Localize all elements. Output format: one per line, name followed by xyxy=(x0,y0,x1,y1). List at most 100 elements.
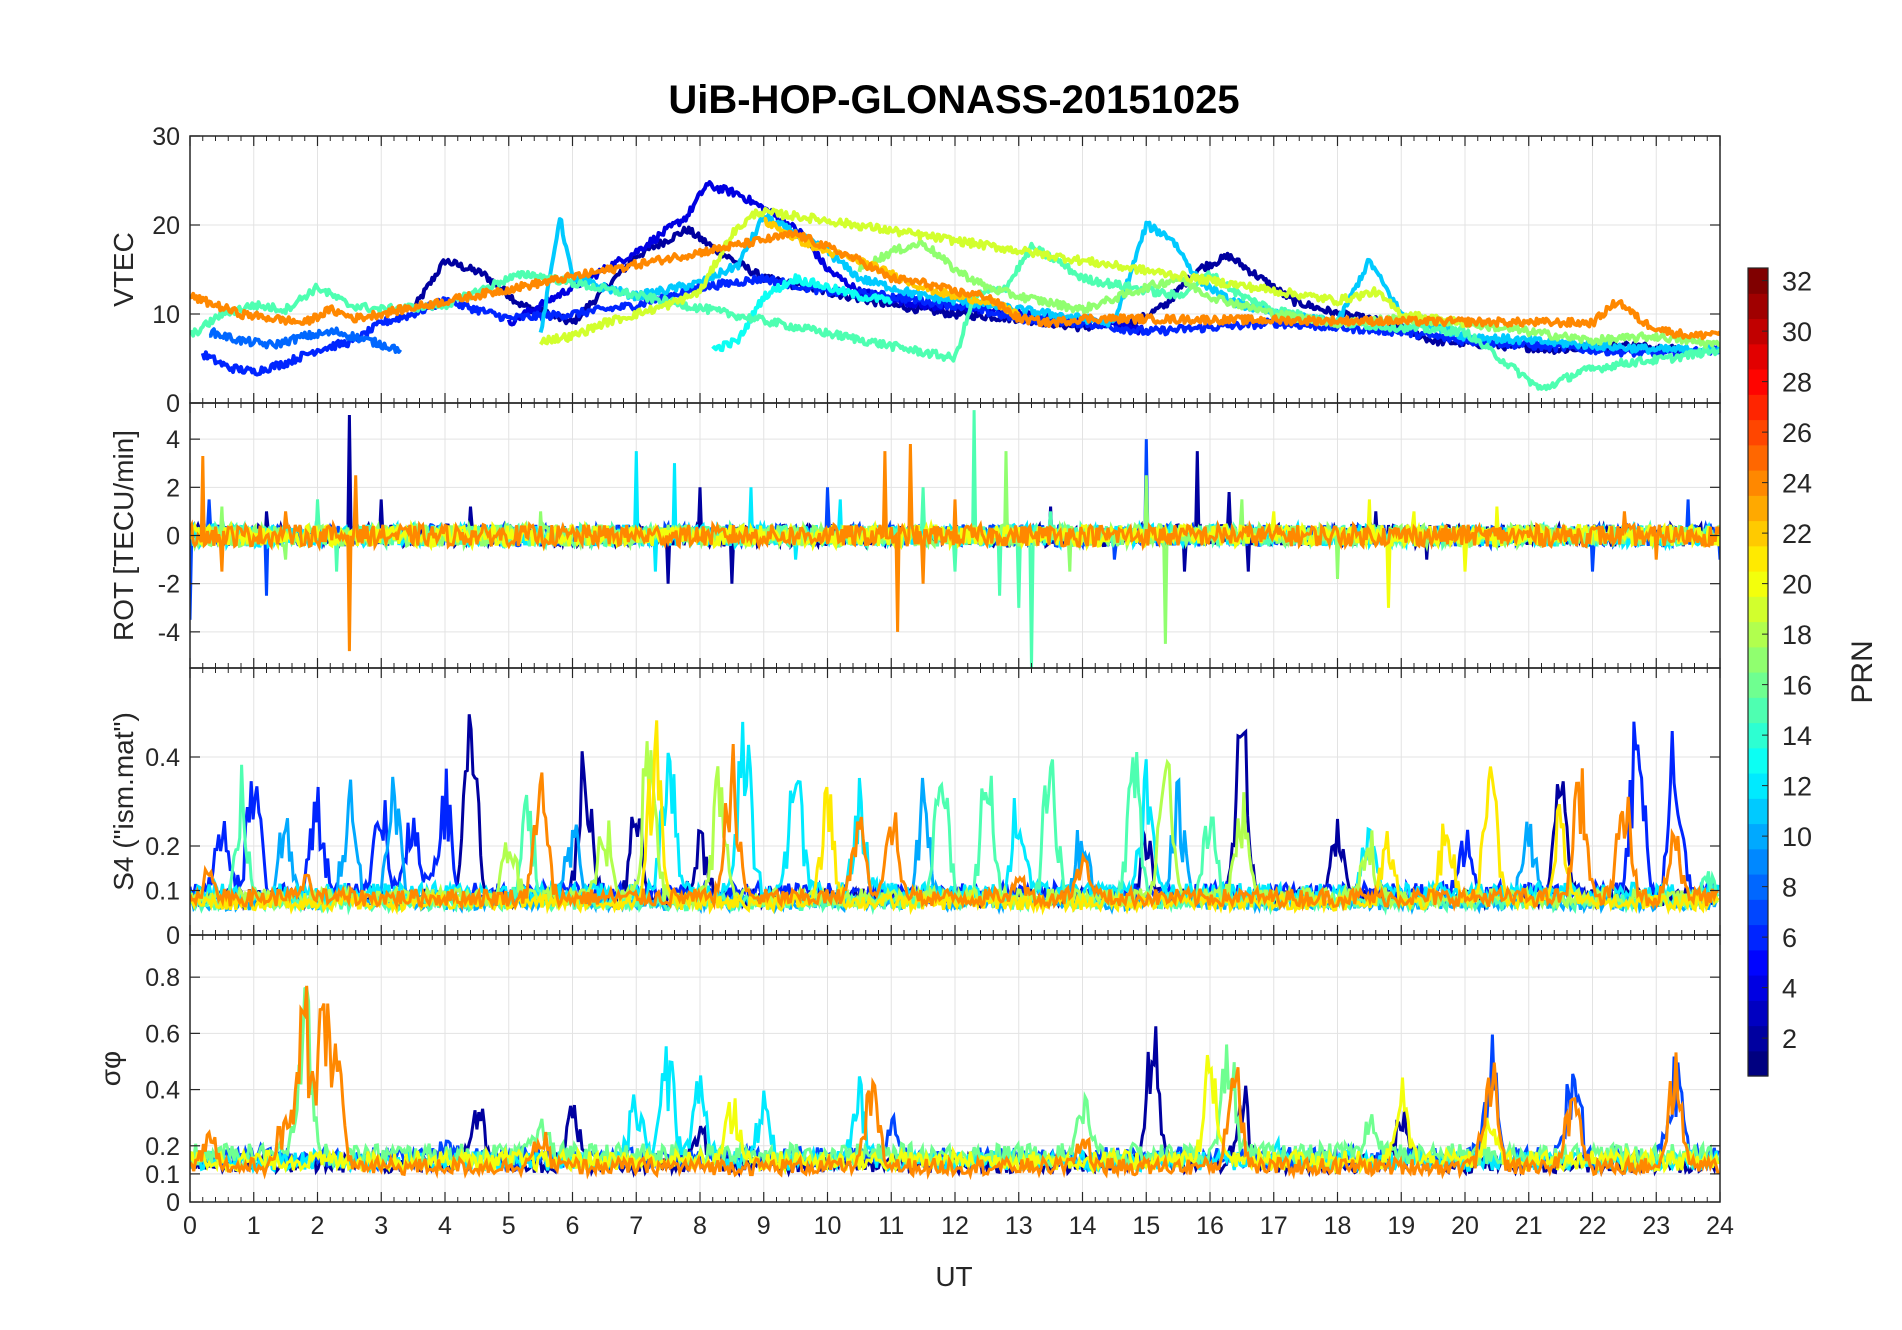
y-tick-label: 0.8 xyxy=(145,964,180,992)
x-tick-label: 20 xyxy=(1451,1212,1479,1240)
series-group xyxy=(190,180,1720,392)
y-tick-label: -4 xyxy=(158,619,180,647)
colorbar-segment xyxy=(1748,798,1768,825)
y-tick-label: 0.2 xyxy=(145,833,180,861)
y-tick-label: -2 xyxy=(158,571,180,599)
x-tick-label: 0 xyxy=(183,1212,197,1240)
series-line-prn-19 xyxy=(538,206,1467,346)
colorbar-segment xyxy=(1748,520,1768,547)
colorbar-segment xyxy=(1748,697,1768,724)
panel-3: 0 0.1 0.2 0.4S4 ("ism.mat") xyxy=(108,667,1721,950)
x-tick-label: 13 xyxy=(1005,1212,1033,1240)
x-tick-label: 8 xyxy=(693,1212,707,1240)
x-tick-label: 1 xyxy=(247,1212,261,1240)
colorbar-tick-label: 30 xyxy=(1782,317,1812,347)
colorbar-tick-label: 16 xyxy=(1782,671,1812,701)
series-group xyxy=(190,985,1720,1181)
x-tick-label: 23 xyxy=(1642,1212,1670,1240)
colorbar-segment xyxy=(1748,343,1768,370)
y-axis-label: S4 ("ism.mat") xyxy=(108,712,139,891)
y-tick-label: 20 xyxy=(152,212,180,240)
x-tick-label: 17 xyxy=(1260,1212,1288,1240)
colorbar-segment xyxy=(1748,848,1768,875)
colorbar-tick-label: 18 xyxy=(1782,620,1812,650)
x-axis-label: UT xyxy=(935,1261,972,1292)
colorbar-tick-label: 8 xyxy=(1782,873,1797,903)
colorbar-segment xyxy=(1748,949,1768,976)
colorbar-segment xyxy=(1748,268,1768,294)
colorbar-tick-label: 10 xyxy=(1782,822,1812,852)
x-tick-label: 7 xyxy=(629,1212,643,1240)
colorbar-segment xyxy=(1748,823,1768,850)
colorbar-tick-label: 32 xyxy=(1782,267,1812,297)
colorbar-segment xyxy=(1748,495,1768,522)
colorbar-segment xyxy=(1748,1025,1768,1052)
colorbar-segment xyxy=(1748,924,1768,951)
x-tick-label: 4 xyxy=(438,1212,452,1240)
y-tick-label: 10 xyxy=(152,301,180,329)
y-tick-label: 0 xyxy=(166,922,180,950)
y-tick-label: 0.2 xyxy=(145,1133,180,1161)
chart-title: UiB-HOP-GLONASS-20151025 xyxy=(668,78,1239,122)
x-tick-label: 5 xyxy=(502,1212,516,1240)
x-tick-label: 6 xyxy=(566,1212,580,1240)
series-line-prn-20 xyxy=(190,1054,1720,1176)
x-tick-label: 22 xyxy=(1579,1212,1607,1240)
colorbar-tick-label: 26 xyxy=(1782,418,1812,448)
colorbar-segment xyxy=(1748,672,1768,698)
y-tick-label: 0 xyxy=(166,523,180,551)
y-tick-label: 0 xyxy=(166,390,180,418)
series-group xyxy=(190,714,1720,916)
colorbar-segment xyxy=(1748,545,1768,572)
y-tick-label: 0.4 xyxy=(145,744,180,772)
x-tick-label: 14 xyxy=(1069,1212,1097,1240)
colorbar-segment xyxy=(1748,747,1768,774)
colorbar-segment xyxy=(1748,1050,1768,1077)
colorbar-label: PRN xyxy=(1846,640,1879,703)
colorbar-frame xyxy=(1747,267,1769,1077)
series-line-prn-8 xyxy=(208,326,403,354)
x-tick-label: 16 xyxy=(1196,1212,1224,1240)
x-tick-label: 24 xyxy=(1706,1212,1734,1240)
x-tick-label: 15 xyxy=(1132,1212,1160,1240)
x-tick-label: 19 xyxy=(1387,1212,1415,1240)
colorbar-segment xyxy=(1748,899,1768,926)
colorbar-segment xyxy=(1748,621,1768,648)
x-tick-label: 11 xyxy=(878,1212,904,1240)
y-tick-label: 2 xyxy=(166,474,180,502)
colorbar-segment xyxy=(1748,293,1768,320)
colorbar-segment xyxy=(1748,470,1768,496)
y-tick-label: 0.4 xyxy=(145,1077,180,1105)
colorbar-segment xyxy=(1748,369,1768,395)
series-line-prn-24 xyxy=(190,985,1720,1181)
colorbar-segment xyxy=(1748,444,1768,471)
y-tick-label: 0.6 xyxy=(145,1020,180,1048)
x-tick-label: 12 xyxy=(941,1212,969,1240)
y-axis-label: VTEC xyxy=(108,232,139,307)
series-line-prn-6 xyxy=(200,273,1720,377)
x-tick-label: 9 xyxy=(757,1212,771,1240)
colorbar-tick-label: 14 xyxy=(1782,721,1812,751)
colorbar-segment xyxy=(1748,646,1768,673)
series-line-prn-15 xyxy=(190,752,1720,916)
colorbar-segment xyxy=(1748,874,1768,900)
y-tick-label: 0.1 xyxy=(145,1161,180,1189)
series-line-prn-24 xyxy=(190,443,1720,652)
colorbar-segment xyxy=(1748,722,1768,749)
y-tick-label: 0.1 xyxy=(145,878,180,906)
colorbar-tick-label: 22 xyxy=(1782,519,1812,549)
y-axis-label: ROT [TECU/min] xyxy=(108,430,139,641)
x-tick-label: 2 xyxy=(311,1212,325,1240)
colorbar-tick-label: 12 xyxy=(1782,772,1812,802)
colorbar-tick-label: 4 xyxy=(1782,974,1797,1004)
series-line-prn-24 xyxy=(190,229,1720,341)
colorbar-tick-label: 28 xyxy=(1782,368,1812,398)
panel-1: 0 10 20 30 VTEC xyxy=(108,123,1721,418)
x-tick-label: 21 xyxy=(1515,1212,1543,1240)
series-line-prn-17 xyxy=(857,238,1720,349)
y-tick-label: 0 xyxy=(166,1189,180,1217)
series-line-prn-15 xyxy=(190,241,1720,392)
